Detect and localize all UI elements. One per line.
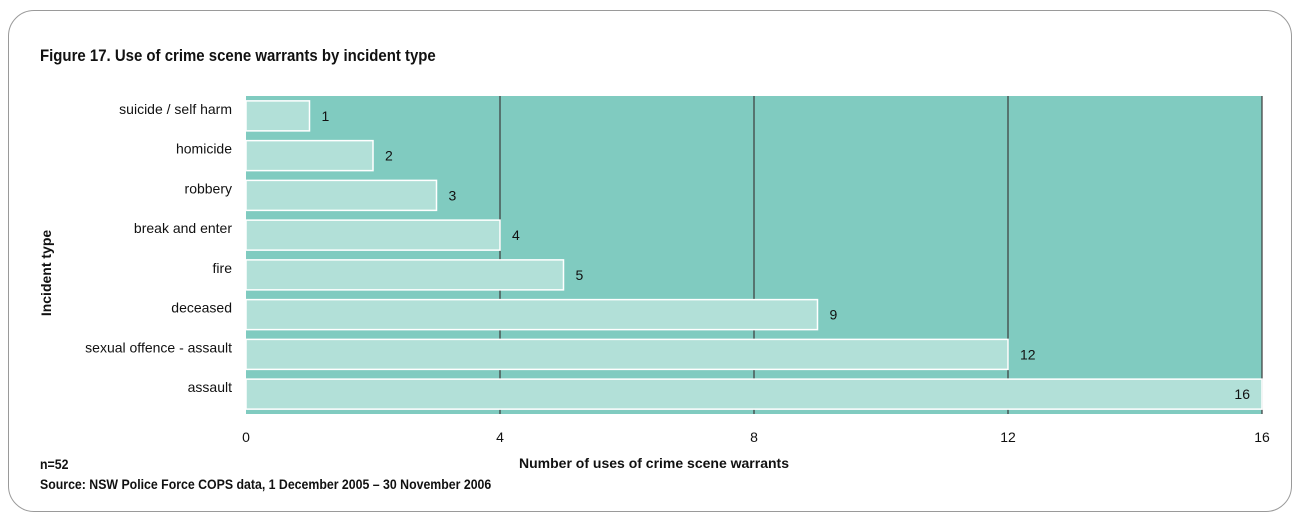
value-label: 12 (1020, 346, 1036, 362)
bar (245, 139, 374, 172)
value-label: 2 (385, 148, 393, 164)
category-label: homicide (176, 141, 232, 157)
source-note: Source: NSW Police Force COPS data, 1 De… (40, 476, 492, 492)
value-label: 9 (830, 307, 838, 323)
y-axis-label: Incident type (38, 230, 54, 317)
category-label: robbery (185, 180, 232, 196)
value-label: 3 (449, 187, 457, 203)
value-label: 5 (576, 267, 584, 283)
category-label: sexual offence - assault (85, 339, 232, 355)
x-axis-label: Number of uses of crime scene warrants (519, 455, 789, 471)
category-labels: suicide / self harm homicide robbery break … (85, 101, 232, 395)
value-label: 4 (512, 227, 520, 243)
x-tick-label: 8 (750, 429, 758, 445)
bar (245, 259, 565, 291)
x-tick-label: 4 (496, 429, 504, 445)
category-label: fire (213, 260, 233, 276)
bar (245, 219, 501, 251)
bar (245, 100, 311, 132)
x-tick-label: 0 (242, 429, 250, 445)
category-label: break and enter (134, 220, 232, 236)
bar (245, 338, 1009, 371)
bar (245, 298, 819, 331)
value-label: 16 (1234, 386, 1250, 402)
bars (245, 100, 1263, 410)
category-label: assault (188, 379, 232, 395)
category-label: deceased (171, 300, 232, 316)
category-label: suicide / self harm (119, 101, 232, 117)
sample-size-note: n=52 (40, 456, 69, 472)
x-tick-labels: 0 4 8 12 16 (242, 429, 1270, 445)
bar (245, 378, 1263, 410)
bar (245, 179, 438, 212)
figure-title: Figure 17. Use of crime scene warrants b… (40, 46, 436, 65)
x-tick-label: 12 (1000, 429, 1016, 445)
value-label: 1 (322, 108, 330, 124)
x-tick-label: 16 (1254, 429, 1270, 445)
